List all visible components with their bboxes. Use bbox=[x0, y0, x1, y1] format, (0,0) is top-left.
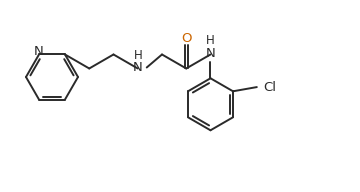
Text: O: O bbox=[181, 32, 192, 45]
Text: Cl: Cl bbox=[263, 81, 276, 94]
Text: N: N bbox=[133, 61, 143, 74]
Text: N: N bbox=[34, 45, 44, 58]
Text: H: H bbox=[206, 35, 215, 47]
Text: N: N bbox=[206, 47, 215, 60]
Text: H: H bbox=[134, 50, 143, 62]
